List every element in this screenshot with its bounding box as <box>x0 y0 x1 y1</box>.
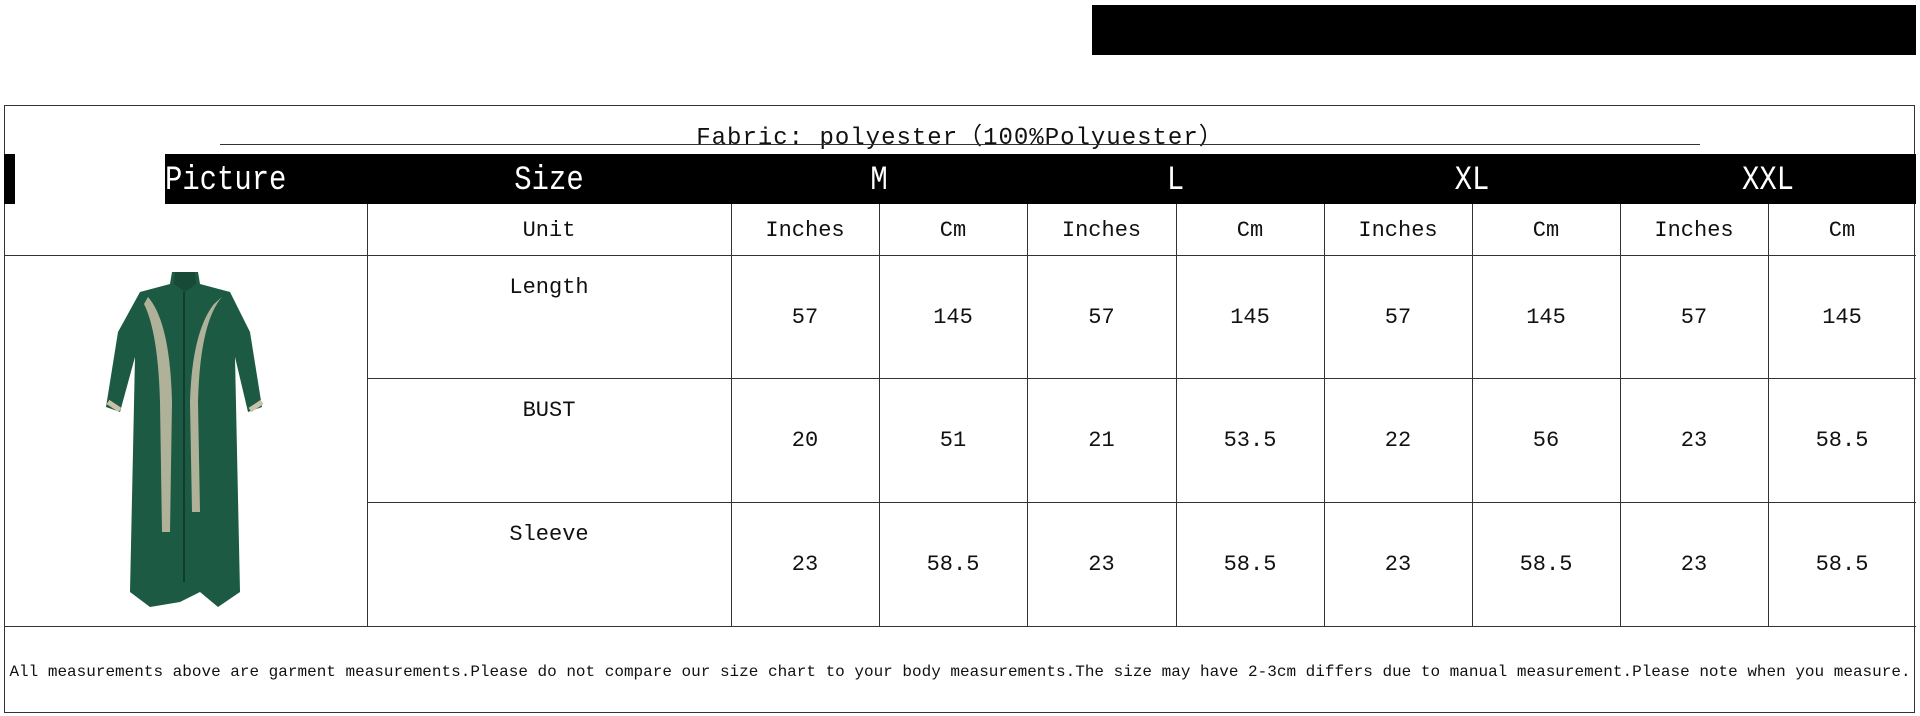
row-label: Sleeve <box>509 522 589 547</box>
row-divider <box>4 255 1916 256</box>
black-banner <box>1092 5 1916 55</box>
measurement-cell: 20 <box>791 428 819 453</box>
row-divider <box>367 378 1916 379</box>
unit-cell: Inches <box>1358 218 1438 243</box>
measurement-cell: 56 <box>1532 428 1560 453</box>
row-divider <box>4 626 1916 627</box>
unit-cell: Inches <box>1061 218 1142 243</box>
measurement-cell: 57 <box>1088 304 1115 330</box>
header-size: Size <box>514 162 584 200</box>
measurement-cell: 23 <box>1088 552 1115 577</box>
column-divider <box>1768 204 1769 626</box>
header-size-xl: XL <box>1454 162 1490 200</box>
unit-cell: Inches <box>765 218 845 243</box>
unit-cell: Cm <box>1828 218 1856 243</box>
measurement-cell: 57 <box>1384 304 1412 330</box>
measurement-cell: 58.5 <box>1519 552 1573 577</box>
fabric-title: Fabric: polyester（100%Polyuester） <box>696 125 1224 152</box>
measurement-cell: 51 <box>939 428 967 453</box>
column-divider <box>731 204 732 626</box>
measurement-cell: 145 <box>1526 304 1566 330</box>
column-divider <box>1472 204 1473 626</box>
size-chart-table <box>4 105 1915 713</box>
unit-cell: Cm <box>939 218 967 243</box>
measurement-cell: 57 <box>1680 304 1708 330</box>
row-divider <box>367 502 1916 503</box>
measurement-cell: 58.5 <box>1223 552 1277 577</box>
unit-cell: Cm <box>1532 218 1560 243</box>
column-divider <box>1176 204 1177 626</box>
unit-cell: Cm <box>1236 218 1264 243</box>
header-row <box>165 154 1916 204</box>
measurement-cell: 23 <box>791 552 819 577</box>
measurement-cell: 145 <box>933 304 973 330</box>
measurement-cell: 23 <box>1384 552 1412 577</box>
measurement-cell: 58.5 <box>1815 428 1869 453</box>
column-divider <box>1324 204 1325 626</box>
measurement-cell: 145 <box>1822 304 1862 330</box>
column-divider <box>367 204 368 626</box>
measurement-cell: 22 <box>1384 428 1412 453</box>
column-divider <box>879 204 880 626</box>
title-underline <box>220 144 1700 145</box>
header-size-l: L <box>1166 162 1185 200</box>
measurement-cell: 23 <box>1680 552 1708 577</box>
measurement-cell: 58.5 <box>926 552 980 577</box>
row-label: BUST <box>522 398 576 423</box>
measurement-cell: 53.5 <box>1223 428 1277 453</box>
measurement-cell: 21 <box>1088 428 1115 453</box>
measurement-cell: 23 <box>1680 428 1708 453</box>
column-divider <box>1027 204 1028 626</box>
dress-picture <box>106 272 264 607</box>
row-label: Length <box>509 275 589 300</box>
unit-cell: Inches <box>1654 218 1734 243</box>
header-size-xxl: XXL <box>1741 162 1795 200</box>
header-picture: Picture <box>165 162 287 200</box>
header-size-m: M <box>870 162 888 200</box>
measurement-cell: 57 <box>791 304 819 330</box>
header-left-block <box>4 154 15 204</box>
unit-label: Unit <box>522 218 576 243</box>
measurement-cell: 145 <box>1230 304 1270 330</box>
disclaimer-note: All measurements above are garment measu… <box>9 663 1911 681</box>
column-divider <box>1620 204 1621 626</box>
measurement-cell: 58.5 <box>1815 552 1869 577</box>
